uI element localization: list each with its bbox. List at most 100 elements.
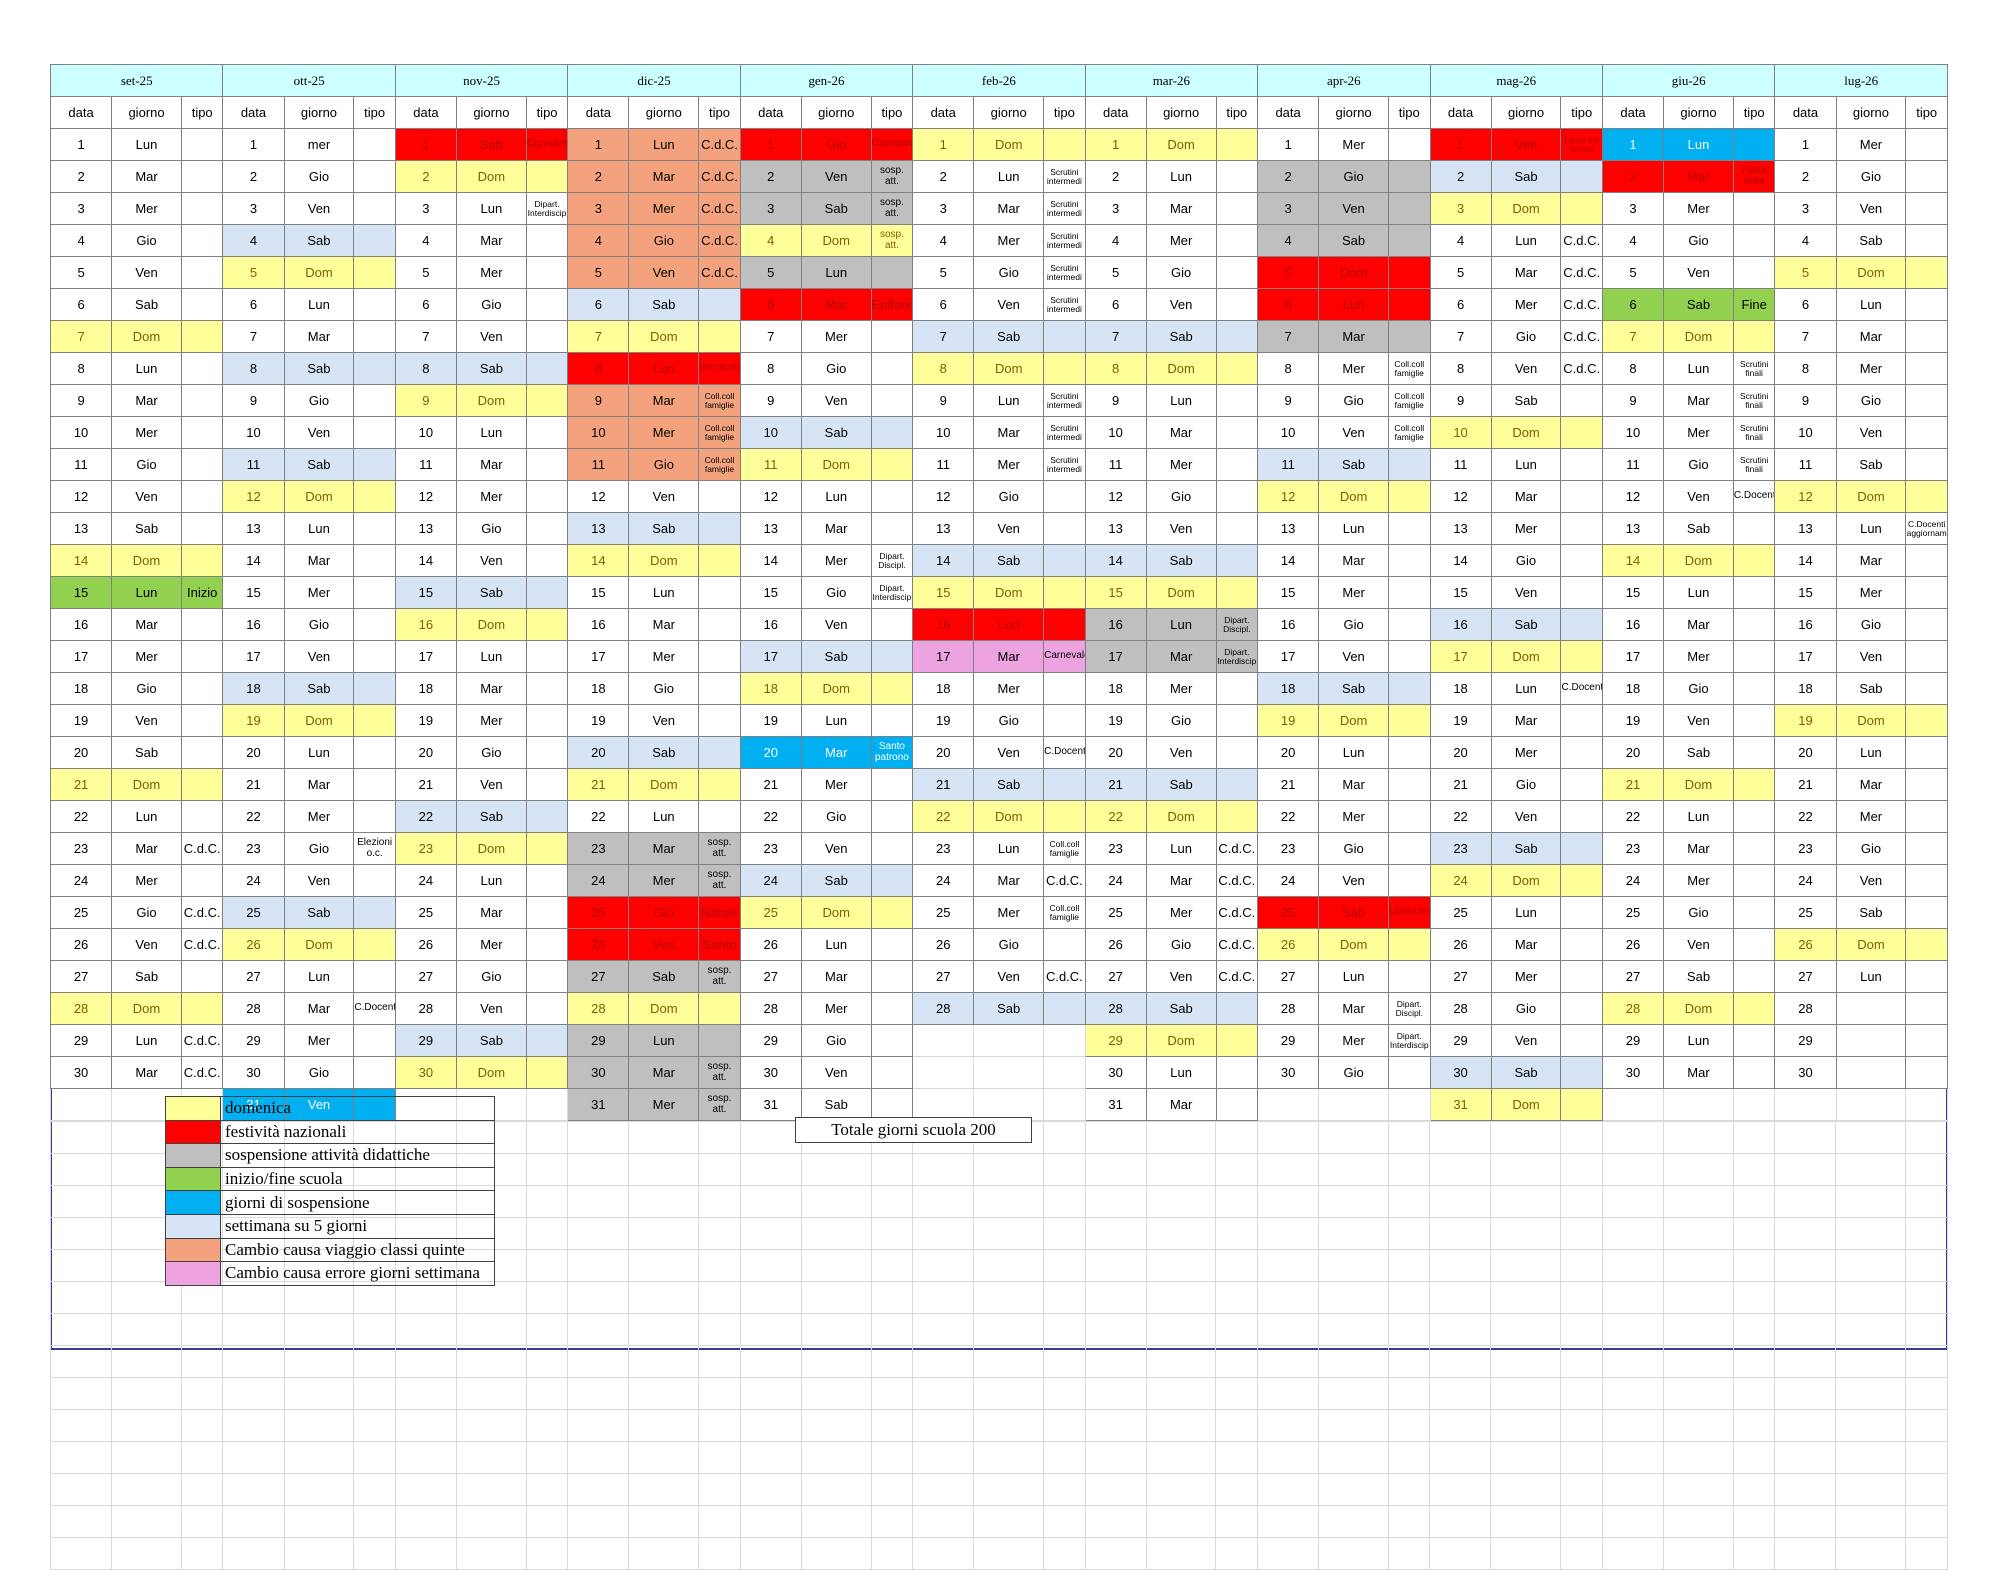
spacer-cell [1774,1185,1837,1218]
spacer-cell [973,1441,1045,1474]
cell-data-mar26-23: 23 [1084,832,1147,865]
spacer-cell [1256,1121,1320,1154]
spacer-cell [283,1473,355,1506]
cell-giorno-ott25-7: Mar [283,320,355,353]
cell-giorno-nov25-29: Sab [455,1024,527,1057]
cell-data-feb26-empty [912,1088,975,1121]
spacer-cell [1774,1505,1837,1538]
spacer-cell [628,1441,700,1474]
cell-tipo-nov25-21 [525,768,569,801]
cell-data-lug26-25: 25 [1774,896,1837,929]
cell-giorno-dic25-9: Mar [628,384,700,417]
cell-giorno-set25-25: Gio [111,896,182,929]
cell-giorno-mag26-20: Mer [1490,736,1562,769]
cell-data-nov25-10: 10 [394,416,457,449]
cell-tipo-lug26-16 [1905,608,1948,641]
spacer-cell [1387,1249,1431,1282]
spacer-cell [1043,1409,1086,1442]
cell-giorno-set25-19: Ven [111,704,182,737]
cell-tipo-gen26-12 [870,480,914,513]
cell-tipo-gen26-29 [870,1024,914,1057]
cell-tipo-lug26-26 [1905,928,1948,961]
cell-giorno-feb26-27: Ven [973,960,1045,993]
cell-tipo-apr26-20 [1388,736,1431,769]
cell-tipo-lug26-empty [1905,1088,1948,1121]
cell-data-giu26-7: 7 [1601,320,1665,353]
cell-data-mag26-17: 17 [1429,640,1492,673]
cell-tipo-dic25-15 [698,576,741,609]
cell-data-dic25-15: 15 [567,576,630,609]
cell-giorno-dic25-30: Mar [628,1056,700,1089]
cell-data-apr26-8: 8 [1257,352,1320,385]
cell-tipo-giu26-3 [1732,192,1776,225]
spacer-cell [1043,1121,1086,1154]
cell-tipo-dic25-19 [698,704,741,737]
cell-giorno-ott25-13: Lun [283,512,355,545]
cell-data-apr26-25: 25 [1257,896,1320,929]
cell-data-feb26-16: 16 [912,608,975,641]
cell-data-apr26-29: 29 [1257,1024,1320,1057]
cell-tipo-apr26-29: Dipart. Interdiscip [1388,1024,1431,1057]
cell-giorno-ott25-23: Gio [283,832,355,865]
cell-giorno-nov25-22: Sab [455,800,527,833]
spacer-cell [698,1249,741,1282]
spacer-cell [1905,1409,1948,1442]
cell-giorno-lug26-10: Ven [1835,416,1907,449]
cell-giorno-mar26-26: Gio [1145,928,1217,961]
cell-data-nov25-23: 23 [394,832,457,865]
cell-tipo-gen26-9 [870,384,914,417]
cell-tipo-gen26-6: Epifania [870,288,914,321]
cell-tipo-ott25-18 [353,672,396,705]
spacer-cell [1835,1313,1907,1346]
spacer-cell [870,1505,914,1538]
cell-tipo-nov25-14 [525,544,569,577]
cell-data-feb26-14: 14 [912,544,975,577]
spacer-cell [1490,1345,1562,1378]
cell-giorno-ott25-18: Sab [283,672,355,705]
cell-giorno-apr26-11: Sab [1318,448,1390,481]
cell-data-apr26-20: 20 [1257,736,1320,769]
col-header-tipo-set25: tipo [180,96,224,129]
cell-giorno-mar26-21: Sab [1145,768,1217,801]
cell-tipo-lug26-22 [1905,800,1948,833]
cell-data-mar26-8: 8 [1084,352,1147,385]
cell-giorno-apr26-16: Gio [1318,608,1390,641]
spacer-cell [1601,1249,1664,1282]
cell-tipo-set25-29: C.d.C. [180,1024,224,1057]
spacer-cell [739,1281,802,1314]
cell-data-feb26-19: 19 [912,704,975,737]
legend-row: inizio/fine scuola [165,1166,495,1192]
legend-swatch-1 [165,1119,221,1145]
cell-tipo-feb26-4: Scrutini intermedi [1043,224,1086,257]
cell-tipo-mag26-31 [1560,1088,1603,1121]
cell-giorno-mar26-7: Sab [1145,320,1217,353]
cell-tipo-apr26-10: Coll.coll famiglie [1388,416,1431,449]
spacer-cell [1429,1185,1492,1218]
spacer-cell [1774,1377,1837,1410]
spacer-cell [1662,1505,1734,1538]
cell-giorno-dic25-18: Gio [628,672,700,705]
cell-tipo-mag26-18: C.Docenti [1560,672,1603,705]
spacer-cell [1490,1185,1562,1218]
cell-giorno-mag26-10: Dom [1490,416,1562,449]
cell-data-nov25-14: 14 [394,544,457,577]
cell-data-dic25-26: 26 [567,928,630,961]
legend-row: settimana su 5 giorni [165,1213,495,1239]
cell-data-feb26-9: 9 [912,384,975,417]
legend-label-7: Cambio causa errore giorni settimana [220,1261,495,1286]
spacer-cell [1387,1409,1431,1442]
spacer-cell [1732,1377,1776,1410]
spacer-cell [1215,1185,1258,1218]
cell-giorno-mag26-12: Mar [1490,480,1562,513]
cell-data-giu26-5: 5 [1601,256,1665,289]
cell-data-gen26-28: 28 [739,992,802,1025]
spacer-cell [1429,1121,1492,1154]
cell-data-dic25-24: 24 [567,864,630,897]
cell-data-nov25-15: 15 [394,576,457,609]
cell-tipo-set25-3 [180,192,224,225]
cell-data-feb26-empty [912,1056,975,1089]
cell-data-ott25-11: 11 [222,448,285,481]
spacer-cell [49,1345,113,1378]
cell-data-dic25-13: 13 [567,512,630,545]
spacer-cell [567,1121,630,1154]
